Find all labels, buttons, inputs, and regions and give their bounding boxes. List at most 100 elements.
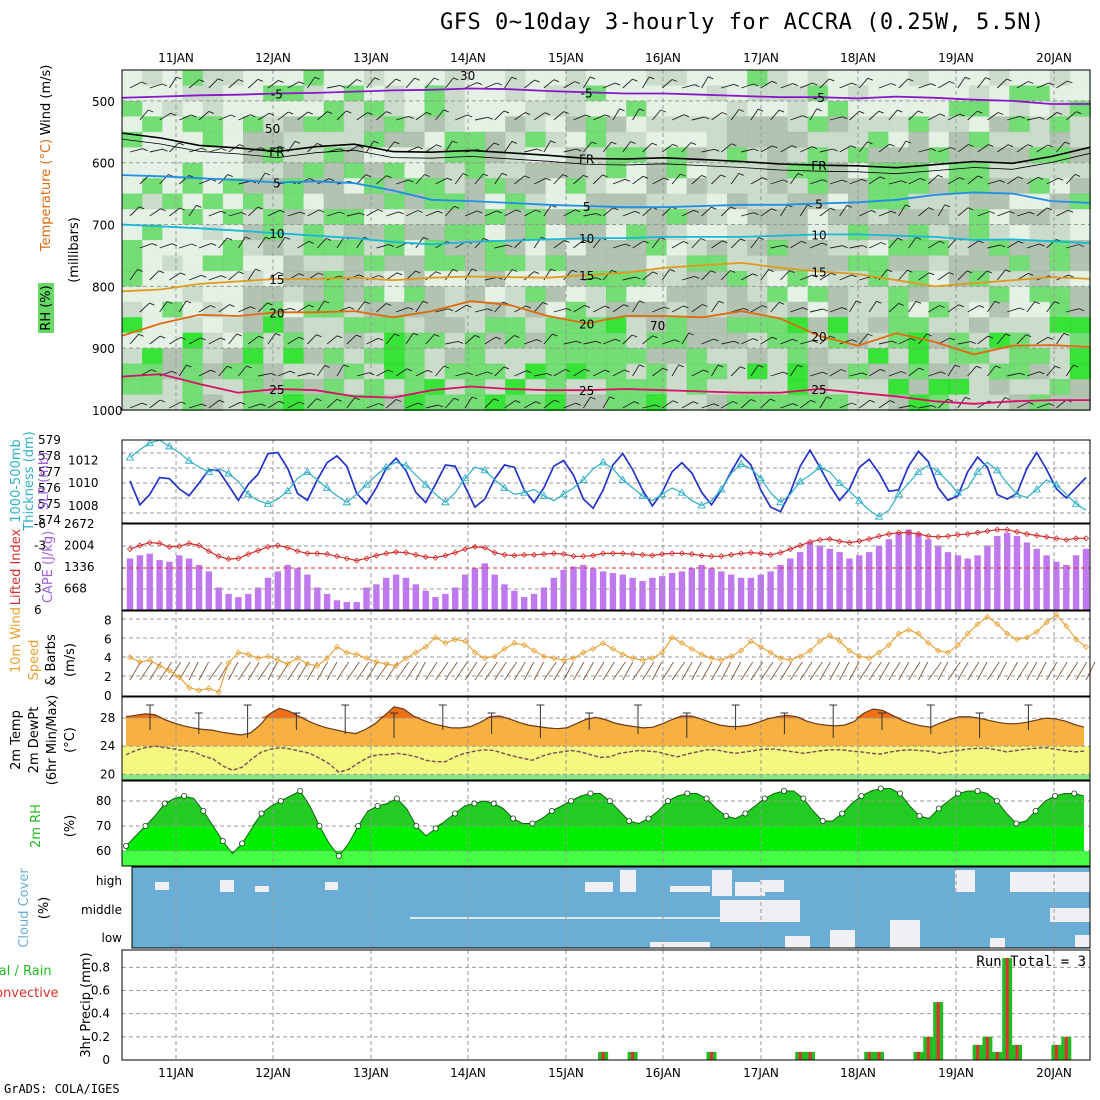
rh-cell	[303, 100, 325, 118]
wind-barb-flag	[964, 76, 971, 80]
wind-barb	[395, 179, 409, 185]
wind-barb	[681, 332, 690, 345]
rh-cell	[969, 379, 991, 396]
wind-barb	[1046, 365, 1056, 377]
wind-barb	[563, 148, 577, 153]
wind-point	[136, 658, 143, 666]
rh-cell	[303, 162, 325, 180]
rh-cell	[202, 116, 224, 133]
wind-barb-flag	[316, 142, 323, 146]
wind-barb-flag	[533, 271, 540, 275]
wind-barb-flag	[718, 300, 724, 304]
isotherm-label: 25	[811, 383, 826, 397]
rh-point	[451, 810, 458, 817]
wind10-barb	[1065, 661, 1079, 681]
wind-point	[747, 638, 754, 645]
rh-cell	[545, 348, 567, 365]
rh-cell	[424, 332, 446, 350]
rh-cell	[444, 394, 466, 411]
wind-barb	[445, 77, 454, 89]
wind-point	[885, 641, 892, 649]
rh-cell	[1029, 85, 1051, 102]
rh-cell	[222, 116, 244, 133]
wind-point	[816, 638, 823, 645]
wind-barb	[987, 301, 996, 313]
rh-cell	[303, 332, 325, 350]
rh-cell	[243, 240, 265, 257]
rh-cell	[1009, 317, 1031, 334]
rh-point	[142, 823, 149, 830]
thickness-point	[243, 489, 253, 498]
rh-cell	[948, 240, 970, 257]
rh-cell	[384, 363, 406, 381]
bottom-xtick: 17JAN	[743, 1066, 779, 1080]
wind-barb	[474, 116, 488, 121]
wind-barb	[908, 367, 920, 377]
rh-cell	[606, 224, 628, 241]
wind10-barb	[435, 661, 449, 681]
rh-cell	[868, 379, 890, 396]
rh-cell	[666, 270, 688, 288]
wind-barb-flag	[343, 364, 349, 368]
wind-barb-flag	[217, 78, 224, 82]
wind-barb	[247, 268, 256, 281]
rh-cell	[283, 363, 305, 381]
isotherm-label: 15	[811, 266, 826, 280]
rh-point	[606, 798, 613, 805]
rh-cell	[827, 193, 849, 211]
wind-barb-flag	[417, 146, 424, 150]
wind-barb	[652, 367, 664, 377]
wind-barb	[297, 372, 311, 377]
rh-cell	[565, 100, 587, 118]
rh-cell	[283, 255, 305, 272]
rh-point	[1071, 790, 1078, 797]
rh-cell	[626, 301, 648, 319]
wind-barb-flag	[359, 212, 365, 216]
rh-cell	[525, 131, 547, 149]
cape-bar	[797, 552, 804, 610]
rh-cell	[444, 255, 466, 272]
wind-barb-flag	[986, 270, 993, 274]
rh-cell	[1049, 394, 1071, 411]
li-point	[146, 539, 153, 546]
wind-barb-flag	[160, 208, 166, 212]
cape-bar	[728, 574, 735, 610]
wind-barb-flag	[829, 335, 836, 339]
wind-barb	[376, 244, 390, 249]
wind-point	[186, 684, 193, 691]
rh-cell	[404, 100, 426, 118]
wind-barb	[602, 270, 613, 281]
rh-cell	[525, 317, 547, 334]
rh-cell	[646, 317, 668, 334]
rh-cell	[1009, 348, 1031, 365]
wind-barb-flag	[348, 306, 355, 310]
rh-cell	[122, 270, 144, 288]
cape-bar	[737, 577, 745, 610]
wind10-barb	[602, 661, 615, 681]
rh-cell	[767, 270, 789, 288]
wind-barb-flag	[856, 300, 862, 304]
wind-barb-flag	[526, 370, 532, 374]
rh-cell	[646, 100, 668, 118]
wind-barb-flag	[897, 109, 903, 113]
thickness-point	[145, 438, 154, 447]
rh-cell	[747, 332, 769, 350]
rh-cell	[243, 332, 265, 350]
rh-cell	[485, 332, 507, 350]
wind10-barb	[129, 661, 141, 681]
wind-barb-flag	[797, 172, 804, 176]
li-point	[629, 551, 636, 558]
rh-cell	[767, 116, 789, 133]
rh-cell	[303, 147, 325, 164]
precip-ytick: 0.6	[91, 984, 110, 998]
rh-cell	[343, 70, 365, 87]
wind-barb	[435, 308, 449, 313]
rh-point	[858, 793, 865, 800]
wind-barb	[583, 277, 597, 281]
wind-barb	[997, 210, 1010, 217]
rh-cell	[606, 240, 628, 257]
rh-cell	[1009, 255, 1031, 272]
rh-cell	[444, 332, 466, 350]
li-point	[264, 543, 272, 550]
rh-cell	[565, 317, 587, 334]
